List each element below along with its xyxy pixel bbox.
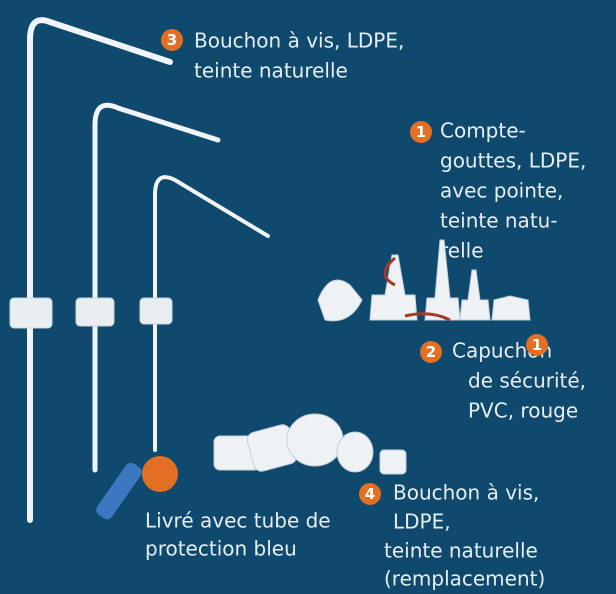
callout-text: teinte naturelle bbox=[194, 59, 348, 83]
callout-text: LDPE, bbox=[393, 510, 451, 534]
caption: Livré avec tube de bbox=[145, 509, 331, 533]
callout-text: relle bbox=[440, 239, 484, 263]
background bbox=[0, 0, 616, 594]
callout-text: avec pointe, bbox=[440, 179, 563, 203]
tube-caps bbox=[10, 298, 172, 328]
badge-number: 1 bbox=[532, 336, 542, 354]
callout-text: gouttes, LDPE, bbox=[440, 149, 586, 173]
callout-text: teinte natu- bbox=[440, 209, 558, 233]
marker-dot bbox=[142, 456, 178, 492]
badge-number: 1 bbox=[416, 123, 426, 141]
callout-text: teinte naturelle bbox=[384, 539, 538, 563]
badge-number: 4 bbox=[365, 485, 375, 503]
callout-text: (remplacement) bbox=[384, 567, 545, 591]
badge-number: 3 bbox=[167, 31, 177, 49]
callout-text: de sécurité, bbox=[468, 369, 586, 393]
callout-text: Bouchon à vis, LDPE, bbox=[194, 29, 404, 53]
callout-text: Compte- bbox=[440, 119, 526, 143]
badge-number: 2 bbox=[426, 343, 436, 361]
caption: protection bleu bbox=[145, 537, 297, 561]
product-diagram: Bouchon à vis, LDPE, teinte naturelle 3 Com… bbox=[0, 0, 616, 594]
callout-text: Bouchon à vis, bbox=[393, 481, 539, 505]
callout-text: PVC, rouge bbox=[468, 399, 578, 423]
